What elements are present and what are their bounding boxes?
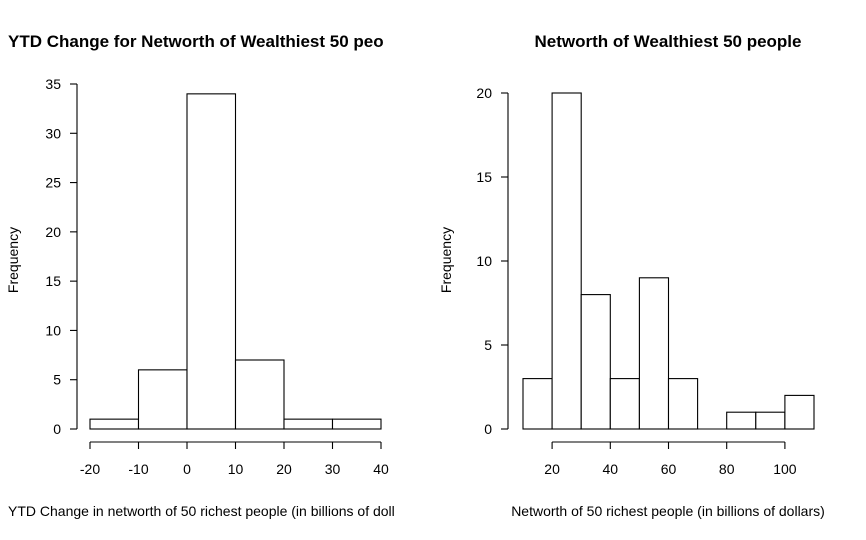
right-y-axis: 0 5 10 15 20 [476, 85, 509, 437]
left-histogram-bar [137, 369, 188, 430]
right-y-tick-label: 5 [484, 337, 492, 353]
left-y-tick-label: 20 [45, 224, 61, 240]
right-bars [522, 92, 815, 430]
left-x-tick-label: -20 [80, 461, 100, 477]
left-chart-title: YTD Change for Networth of Wealthiest 50… [8, 32, 384, 51]
right-histogram-bar [784, 394, 815, 430]
left-x-axis-label: YTD Change in networth of 50 richest peo… [8, 503, 395, 519]
right-y-tick-label: 0 [484, 421, 492, 437]
right-y-tick-label: 10 [476, 253, 492, 269]
right-chart-title: Networth of Wealthiest 50 people [534, 32, 801, 51]
left-histogram-bar [186, 93, 237, 430]
left-y-tick-label: 15 [45, 273, 61, 289]
right-x-axis: 20 40 60 80 100 [544, 441, 797, 477]
right-histogram-bar [609, 378, 640, 430]
left-x-tick-label: 20 [276, 461, 292, 477]
right-x-axis-label: Networth of 50 richest people (in billio… [511, 503, 825, 519]
right-histogram-bar [580, 294, 611, 430]
left-y-tick-label: 35 [45, 76, 61, 92]
right-histogram-bar [755, 411, 786, 430]
left-histogram-bar [283, 418, 334, 430]
left-y-tick-label: 10 [45, 322, 61, 338]
right-x-tick-label: 20 [544, 461, 560, 477]
left-x-tick-label: 40 [373, 461, 389, 477]
left-y-tick-label: 5 [53, 372, 61, 388]
left-x-axis: -20 -10 0 10 20 30 40 [80, 441, 389, 477]
left-x-tick-label: 30 [325, 461, 341, 477]
left-histogram-bar [331, 418, 382, 430]
left-y-axis: 0 5 10 15 20 25 30 35 [45, 76, 78, 437]
left-histogram-bar [89, 418, 140, 430]
left-y-tick-label: 25 [45, 175, 61, 191]
right-x-tick-label: 60 [661, 461, 677, 477]
left-bars [89, 93, 382, 430]
right-histogram-panel: Networth of Wealthiest 50 people Frequen… [438, 32, 825, 519]
right-histogram-bar [551, 92, 582, 430]
right-x-tick-label: 40 [603, 461, 619, 477]
left-y-tick-label: 0 [53, 421, 61, 437]
right-x-tick-label: 100 [773, 461, 797, 477]
right-histogram-bar [638, 277, 670, 430]
left-histogram-bar [234, 359, 285, 430]
right-x-tick-label: 80 [719, 461, 735, 477]
right-histogram-bar [726, 411, 757, 430]
left-y-axis-label: Frequency [5, 227, 21, 293]
left-y-tick-label: 30 [45, 125, 61, 141]
right-histogram-bar [522, 378, 553, 430]
left-x-tick-label: -10 [128, 461, 148, 477]
left-x-tick-label: 10 [228, 461, 244, 477]
right-y-axis-label: Frequency [438, 227, 454, 293]
left-histogram-panel: YTD Change for Networth of Wealthiest 50… [5, 32, 395, 519]
right-y-tick-label: 20 [476, 85, 492, 101]
right-histogram-bar [667, 378, 699, 430]
right-y-tick-label: 15 [476, 169, 492, 185]
left-x-tick-label: 0 [183, 461, 191, 477]
